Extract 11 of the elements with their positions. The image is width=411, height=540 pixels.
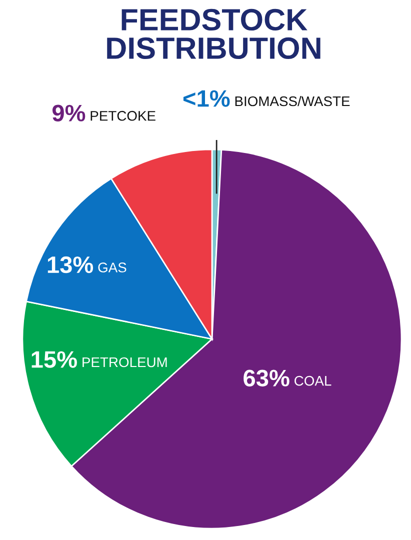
slice-label: COAL (294, 376, 332, 386)
slice-label: PETROLEUM (82, 357, 167, 368)
chart-title: FEEDSTOCK DISTRIBUTION (107, 8, 320, 60)
data-label: <1% (183, 90, 230, 107)
slice-label: GAS (98, 262, 126, 272)
slice-label: BIOMASS/WASTE (235, 96, 350, 106)
data-label: 63% (244, 370, 290, 386)
data-label: 13% (48, 256, 94, 274)
data-label: 15% (32, 351, 77, 368)
data-label: 9% (52, 104, 86, 122)
slice-label: PETCOKE (90, 110, 156, 121)
